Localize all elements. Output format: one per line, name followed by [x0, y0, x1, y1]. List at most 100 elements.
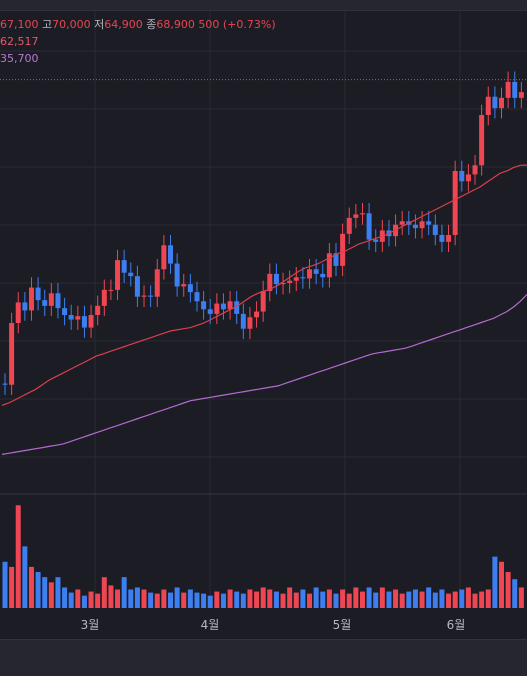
volume-bar	[505, 572, 511, 608]
volume-bar	[340, 589, 346, 608]
volume-bar	[240, 593, 246, 608]
volume-bar	[22, 546, 28, 608]
candle-body	[234, 301, 240, 314]
high-value: 70,000	[52, 18, 91, 31]
candle-body	[95, 305, 101, 315]
volume-bar	[320, 591, 326, 608]
volume-bar	[247, 589, 253, 608]
volume-bar	[168, 592, 173, 608]
chart-canvas: 3월 4월 5월 6월	[0, 11, 527, 632]
volume-bar	[512, 579, 518, 608]
candle-body	[307, 269, 313, 279]
volume-bar	[207, 595, 213, 608]
candle-body	[81, 316, 87, 328]
volume-bar	[28, 566, 34, 608]
volume-bar	[293, 592, 299, 608]
volume-bar	[518, 587, 524, 608]
candle-body	[432, 224, 438, 235]
candle-body	[101, 289, 107, 306]
volume-bar	[273, 591, 279, 608]
candle-body	[161, 245, 167, 270]
candle-body	[35, 287, 41, 301]
volume-bar	[81, 595, 87, 608]
volume-bar	[472, 593, 478, 608]
candle-body	[340, 233, 346, 266]
volume-bar	[479, 591, 485, 608]
x-axis: 3월 4월 5월 6월	[81, 618, 466, 632]
candle-body	[121, 260, 127, 273]
candle-body	[134, 276, 140, 297]
volume-bar	[280, 593, 286, 608]
volume-bar	[148, 592, 154, 608]
candle-body	[9, 323, 15, 385]
candle-body	[88, 315, 94, 328]
volume-bar	[366, 587, 372, 608]
candle-body	[399, 221, 405, 225]
volume-bar	[313, 587, 319, 608]
candle-body	[273, 273, 279, 285]
candle-body	[412, 224, 418, 229]
candle-body	[326, 253, 332, 278]
volume-bar	[181, 592, 187, 608]
candle-body	[201, 301, 207, 310]
volume-bar	[333, 593, 339, 608]
candle-body	[452, 171, 458, 235]
volume-bar	[35, 572, 41, 608]
candle-body	[346, 217, 352, 234]
volume-bar	[287, 587, 293, 608]
moving-averages	[1, 164, 527, 455]
volume-bar	[62, 587, 68, 608]
candle-body	[446, 235, 452, 242]
candle-body	[181, 284, 187, 287]
price-chart[interactable]: 3월 4월 5월 6월	[0, 11, 527, 639]
volume-bar	[465, 587, 471, 608]
open-value: 67,100	[0, 18, 39, 31]
candle-body	[42, 300, 48, 306]
candle-body	[187, 284, 193, 293]
ma-short-value: 62,517	[0, 35, 39, 48]
volume-bar	[187, 589, 193, 608]
volume-bar	[485, 589, 491, 608]
candle-body	[280, 283, 286, 285]
volume-bar	[227, 589, 233, 608]
candle-body	[168, 245, 173, 264]
candle-body	[485, 96, 491, 115]
candle-body	[214, 303, 220, 314]
volume-bar	[439, 589, 445, 608]
ohlc-row: 67,100 고70,000 저64,900 종68,900 500 (+0.7…	[0, 16, 276, 33]
volume-bar	[254, 591, 260, 608]
volume-bar	[115, 589, 121, 608]
bottom-bar	[0, 639, 527, 676]
ma-short-line	[1, 164, 527, 406]
candle-body	[141, 295, 147, 297]
volume-bar	[300, 589, 306, 608]
candle-body	[439, 235, 445, 242]
price-legend: 67,100 고70,000 저64,900 종68,900 500 (+0.7…	[0, 16, 276, 67]
volume-bar	[399, 593, 405, 608]
candle-body	[194, 292, 200, 302]
candle-body	[359, 213, 365, 215]
volume-bar	[260, 587, 266, 608]
candle-body	[287, 280, 293, 283]
candle-body	[148, 295, 154, 297]
volume-bar	[121, 577, 127, 608]
candle-body	[115, 260, 121, 290]
volume-bar	[88, 591, 94, 608]
candle-body	[15, 302, 21, 323]
volume-bar	[359, 591, 365, 608]
volume-bar	[128, 589, 134, 608]
ma-long-row: 35,700	[0, 50, 276, 67]
candle-body	[499, 97, 504, 109]
volume-bar	[459, 589, 465, 608]
volume-bar	[234, 591, 240, 608]
volume-bar	[42, 577, 48, 608]
x-tick-label: 4월	[201, 618, 220, 632]
close-label: 종	[146, 18, 157, 31]
low-value: 64,900	[104, 18, 143, 31]
volume-bar	[55, 577, 61, 608]
volume-bar	[108, 585, 114, 608]
candle-body	[300, 277, 306, 279]
volume-bar	[101, 577, 107, 608]
candle-body	[55, 293, 61, 309]
ma-long-value: 35,700	[0, 52, 39, 65]
